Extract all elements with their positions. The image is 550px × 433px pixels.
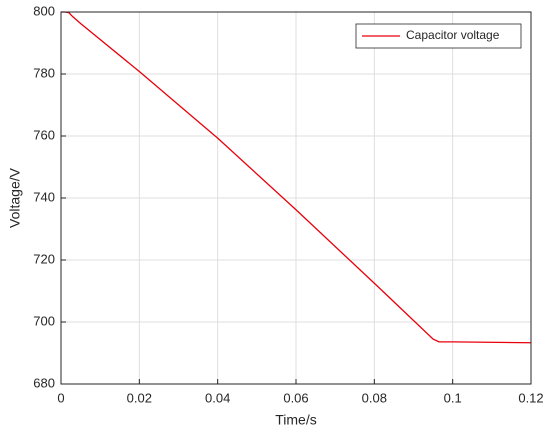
y-tick-label: 760	[33, 127, 55, 142]
legend-label: Capacitor voltage	[406, 28, 500, 42]
x-tick-label: 0.12	[518, 390, 543, 405]
y-tick-label: 720	[33, 251, 55, 266]
x-tick-label: 0.08	[362, 390, 387, 405]
x-tick-label: 0.06	[283, 390, 308, 405]
x-tick-label: 0	[57, 390, 64, 405]
y-tick-label: 680	[33, 375, 55, 390]
data-line	[61, 11, 532, 344]
y-axis-label: Voltage/V	[7, 167, 23, 228]
x-tick-label: 0.02	[127, 390, 152, 405]
y-tick-label: 740	[33, 189, 55, 204]
x-axis-label: Time/s	[275, 412, 316, 428]
y-tick-label: 780	[33, 65, 55, 80]
plot-frame	[60, 11, 532, 385]
y-tick-label: 700	[33, 313, 55, 328]
y-tick-label: 800	[33, 3, 55, 18]
x-tick-label: 0.1	[444, 390, 462, 405]
x-tick-label: 0.04	[205, 390, 230, 405]
